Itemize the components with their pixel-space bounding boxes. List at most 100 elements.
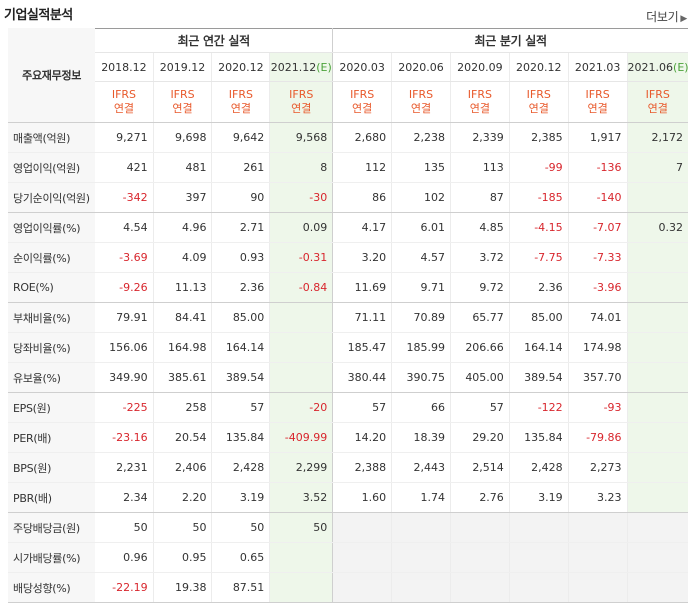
data-cell: 2,514	[449, 452, 510, 483]
data-cell	[626, 512, 688, 543]
section-header: 기업실적분석 더보기 ▶	[0, 0, 695, 28]
period-header: 2020.06	[391, 52, 451, 82]
row-label: 당기순이익(억원)	[8, 182, 96, 213]
data-cell	[449, 542, 510, 573]
data-cell: 71.11	[332, 302, 392, 333]
data-cell: 3.72	[449, 242, 510, 273]
data-cell: 2,299	[269, 452, 333, 483]
data-cell: 1,917	[567, 122, 628, 153]
data-cell: 4.57	[391, 242, 451, 273]
consolidated-label: 연결	[230, 102, 252, 115]
data-cell	[626, 572, 688, 603]
data-cell: 9,271	[95, 122, 154, 153]
data-cell: 421	[95, 152, 154, 183]
financial-summary-table: 주요재무정보 최근 연간 실적 최근 분기 실적 2018.12 2019.12 2…	[8, 28, 689, 603]
data-cell: 57	[332, 392, 392, 423]
consolidated-label: 연결	[352, 102, 373, 115]
table-row: ROE(%) -9.26 11.13 2.36 -0.84 11.69 9.71 9.72 2.…	[8, 272, 688, 303]
data-cell	[626, 542, 688, 573]
data-cell: 3.20	[332, 242, 392, 273]
data-cell: -7.07	[567, 212, 628, 243]
more-link[interactable]: 더보기 ▶	[646, 8, 687, 25]
data-cell: 0.65	[211, 542, 270, 573]
table-row: 영업이익(억원) 421 481 261 8 112 135 113 -99 -136 7	[8, 152, 688, 183]
ifrs-label: IFRS	[228, 88, 253, 101]
row-label: 영업이익(억원)	[8, 152, 96, 183]
data-cell: 90	[211, 182, 270, 213]
row-label: PBR(배)	[8, 482, 96, 513]
table-row: 배당성향(%) -22.19 19.38 87.51	[8, 572, 688, 603]
data-cell	[508, 512, 569, 543]
data-cell: -23.16	[95, 422, 154, 453]
data-cell: 4.85	[449, 212, 510, 243]
table-row: BPS(원) 2,231 2,406 2,428 2,299 2,388 2,443 2,51…	[8, 452, 688, 483]
table-row: 유보율(%) 349.90 385.61 389.54 380.44 390.75 405.…	[8, 362, 688, 393]
period-label: 2021.03	[574, 60, 621, 74]
data-cell	[508, 572, 569, 603]
table-row: PBR(배) 2.34 2.20 3.19 3.52 1.60 1.74 2.76 3.19 3.…	[8, 482, 688, 513]
data-cell: -22.19	[95, 572, 154, 603]
row-label: PER(배)	[8, 422, 96, 453]
data-cell: 57	[211, 392, 270, 423]
data-cell: -7.75	[508, 242, 569, 273]
data-cell: 164.14	[508, 332, 569, 363]
data-cell: 6.01	[391, 212, 451, 243]
data-cell	[449, 572, 510, 603]
data-cell	[391, 572, 451, 603]
data-cell: 2,388	[332, 452, 392, 483]
ifrs-label: IFRS	[289, 88, 314, 101]
data-cell: 84.41	[152, 302, 212, 333]
data-cell	[626, 332, 688, 363]
data-cell: 0.95	[152, 542, 212, 573]
data-cell: 389.54	[508, 362, 569, 393]
data-cell	[269, 362, 333, 393]
ifrs-label: IFRS	[350, 88, 375, 101]
period-header: 2019.12	[152, 52, 212, 82]
period-header: 2020.09	[449, 52, 510, 82]
data-cell: 86	[332, 182, 392, 213]
data-cell: 9,568	[269, 122, 333, 153]
data-cell: 185.99	[391, 332, 451, 363]
data-cell: 357.70	[567, 362, 628, 393]
data-cell	[626, 452, 688, 483]
annual-group-header: 최근 연간 실적	[95, 28, 333, 53]
data-cell: 9,698	[152, 122, 212, 153]
table-row: 당좌비율(%) 156.06 164.98 164.14 185.47 185.99 206…	[8, 332, 688, 363]
data-cell: -0.31	[269, 242, 333, 273]
data-cell: 385.61	[152, 362, 212, 393]
data-cell: -4.15	[508, 212, 569, 243]
data-cell: 2.20	[152, 482, 212, 513]
data-cell	[269, 572, 333, 603]
data-cell: 2,238	[391, 122, 451, 153]
data-cell: 2,385	[508, 122, 569, 153]
period-header: 2021.06(E)	[626, 52, 689, 82]
estimate-mark: (E)	[316, 60, 332, 74]
consolidated-label: 연결	[469, 102, 490, 115]
data-cell: 135	[391, 152, 451, 183]
ifrs-label: IFRS	[467, 88, 492, 101]
data-cell: 57	[449, 392, 510, 423]
data-cell: -3.69	[95, 242, 154, 273]
data-cell: -93	[567, 392, 628, 423]
data-cell: -20	[269, 392, 333, 423]
data-cell	[626, 272, 688, 303]
data-cell: 3.52	[269, 482, 333, 513]
row-label: ROE(%)	[8, 272, 96, 303]
data-cell: 11.13	[152, 272, 212, 303]
data-cell: 11.69	[332, 272, 392, 303]
table-row: 매출액(억원) 9,271 9,698 9,642 9,568 2,680 2,238 2,3…	[8, 122, 688, 153]
row-label: 배당성향(%)	[8, 572, 96, 603]
row-label: 당좌비율(%)	[8, 332, 96, 363]
data-cell: -9.26	[95, 272, 154, 303]
data-cell	[626, 482, 688, 513]
ifrs-badge: IFRS 연결	[508, 81, 569, 123]
chevron-right-icon: ▶	[680, 14, 687, 24]
data-cell: 74.01	[567, 302, 628, 333]
data-cell	[332, 572, 392, 603]
data-cell: 261	[211, 152, 270, 183]
data-cell: -409.99	[269, 422, 333, 453]
data-cell: 0.09	[269, 212, 333, 243]
data-cell: 135.84	[508, 422, 569, 453]
table-row: 영업이익률(%) 4.54 4.96 2.71 0.09 4.17 6.01 4.85 -4.1…	[8, 212, 688, 243]
data-cell: 14.20	[332, 422, 392, 453]
